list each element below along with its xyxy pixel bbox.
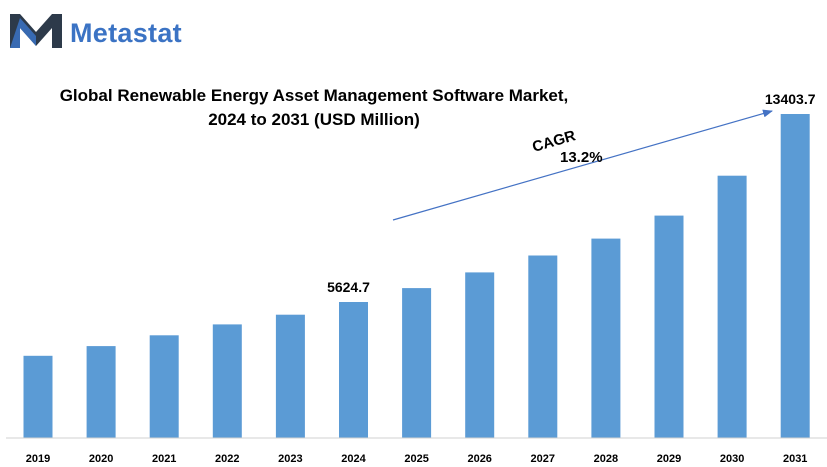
bar-2019 <box>23 355 53 438</box>
metastat-logo-icon <box>10 14 62 48</box>
x-tick-label: 2028 <box>594 453 618 465</box>
x-tick-label: 2023 <box>278 453 302 465</box>
bar-2024 <box>339 302 368 438</box>
x-tick-label: 2025 <box>404 453 428 465</box>
x-tick-label: 2026 <box>467 453 491 465</box>
metastat-logo: Metastat <box>8 8 228 52</box>
x-tick-label: 2021 <box>152 453 176 465</box>
x-tick-label: 2029 <box>657 453 681 465</box>
bar-2027 <box>528 255 558 438</box>
bar-2021 <box>149 335 179 438</box>
x-tick-label: 2019 <box>26 453 50 465</box>
data-label: 13403.7 <box>765 91 816 107</box>
x-tick-label: 2031 <box>783 453 807 465</box>
bar-2026 <box>465 272 495 438</box>
bar-2028 <box>591 238 621 438</box>
chart-title: Global Renewable Energy Asset Management… <box>14 84 614 132</box>
bar-2029 <box>654 215 684 438</box>
data-label: 5624.7 <box>327 279 370 295</box>
bar-2031 <box>780 114 810 438</box>
chart-title-line-1: Global Renewable Energy Asset Management… <box>59 86 569 105</box>
bar-2022 <box>212 324 242 438</box>
bar-2030 <box>717 175 747 438</box>
x-tick-label: 2020 <box>89 453 113 465</box>
cagr-arrow <box>392 109 773 221</box>
chart-title-line-2: 2024 to 2031 (USD Million) <box>208 110 420 129</box>
x-tick-label: 2027 <box>531 453 555 465</box>
x-tick-label: 2022 <box>215 453 239 465</box>
bar-2023 <box>275 314 305 438</box>
x-tick-label: 2024 <box>341 453 366 465</box>
bar-2020 <box>86 346 116 438</box>
cagr-value: 13.2% <box>560 149 603 166</box>
x-tick-label: 2030 <box>720 453 744 465</box>
brand-name: Metastat <box>70 18 182 48</box>
bar-2025 <box>402 288 432 438</box>
